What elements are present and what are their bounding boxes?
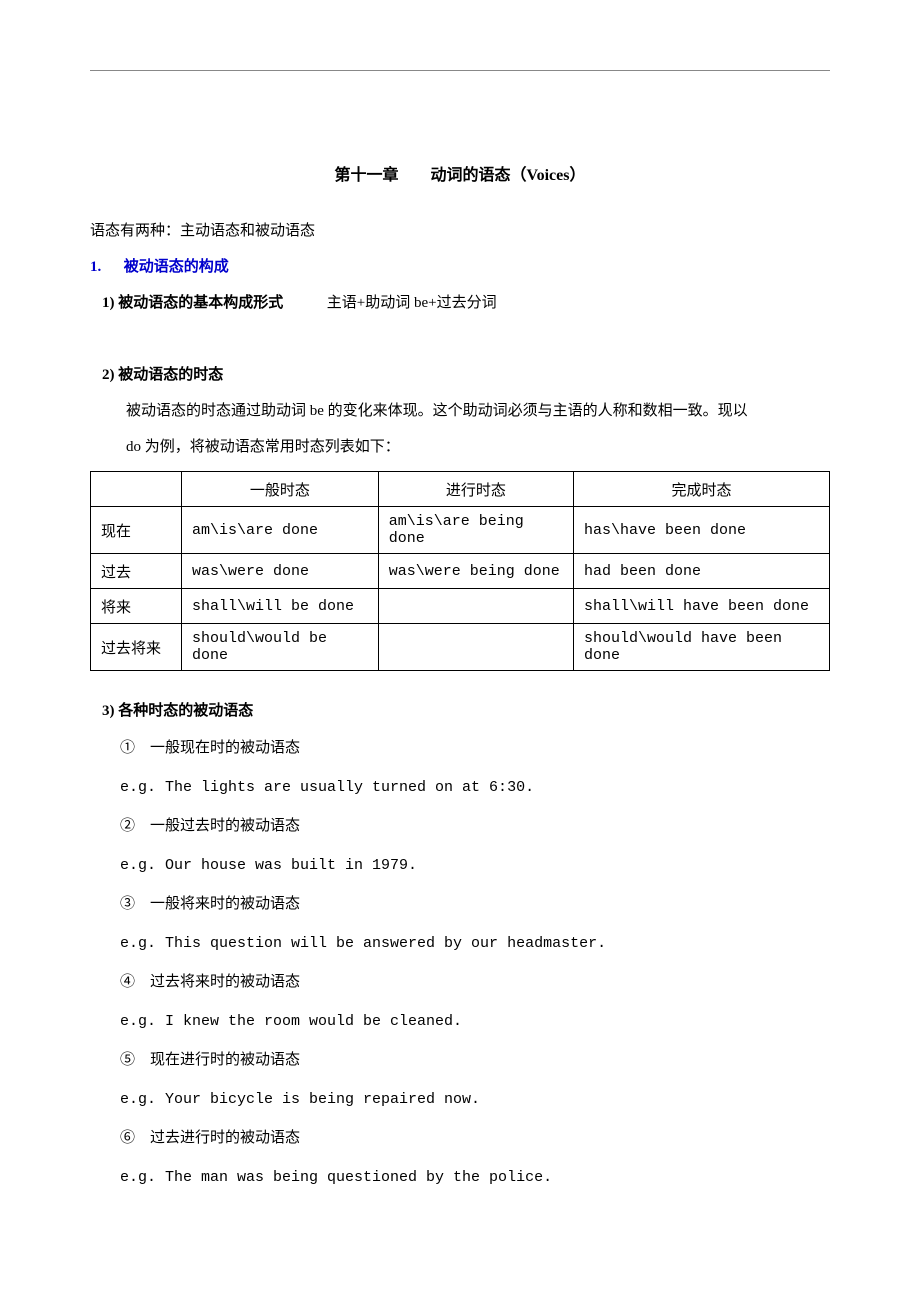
example-eg: e.g. I knew the room would be cleaned. (90, 1002, 830, 1041)
example-num: ⑥ (120, 1130, 135, 1146)
row-label: 将来 (91, 589, 182, 624)
row-label: 过去 (91, 554, 182, 589)
tense-table: 一般时态 进行时态 完成时态 现在 am\is\are done am\is\a… (90, 471, 830, 671)
example-num: ③ (120, 896, 135, 912)
table-header-row: 一般时态 进行时态 完成时态 (91, 472, 830, 507)
blank-line (90, 321, 830, 357)
table-header-cell: 完成时态 (573, 472, 829, 507)
example-title-text: 一般将来时的被动语态 (150, 896, 300, 912)
example-eg: e.g. Our house was built in 1979. (90, 846, 830, 885)
row-label: 过去将来 (91, 624, 182, 671)
sub-3-label: 3) 各种时态的被动语态 (102, 703, 253, 719)
sub-3-label-line: 3) 各种时态的被动语态 (90, 693, 830, 729)
table-cell: shall\will have been done (573, 589, 829, 624)
table-cell: shall\will be done (182, 589, 379, 624)
table-row: 现在 am\is\are done am\is\are being done h… (91, 507, 830, 554)
section-1-heading: 1. 被动语态的构成 (90, 249, 830, 285)
example-num: ④ (120, 974, 135, 990)
table-cell (378, 589, 573, 624)
example-title: ① 一般现在时的被动语态 (90, 729, 830, 768)
example-title: ③ 一般将来时的被动语态 (90, 885, 830, 924)
top-rule (90, 70, 830, 71)
table-cell: am\is\are done (182, 507, 379, 554)
table-header-cell: 进行时态 (378, 472, 573, 507)
table-cell (378, 624, 573, 671)
chapter-title: 第十一章 动词的语态（Voices） (90, 161, 830, 185)
table-cell: was\were being done (378, 554, 573, 589)
example-title: ② 一般过去时的被动语态 (90, 807, 830, 846)
example-eg: e.g. The man was being questioned by the… (90, 1158, 830, 1197)
example-title: ④ 过去将来时的被动语态 (90, 963, 830, 1002)
table-row: 过去将来 should\would be done should\would h… (91, 624, 830, 671)
table-cell: was\were done (182, 554, 379, 589)
table-header-cell (91, 472, 182, 507)
example-title-text: 现在进行时的被动语态 (150, 1052, 300, 1068)
example-title-text: 一般过去时的被动语态 (150, 818, 300, 834)
table-cell: should\would be done (182, 624, 379, 671)
sub-2-desc-2: do 为例，将被动语态常用时态列表如下： (90, 429, 830, 465)
section-1-title: 被动语态的构成 (124, 259, 229, 275)
sub-1-line: 1) 被动语态的基本构成形式 主语+助动词 be+过去分词 (90, 285, 830, 321)
table-header-cell: 一般时态 (182, 472, 379, 507)
table-row: 将来 shall\will be done shall\will have be… (91, 589, 830, 624)
section-1-num: 1. (90, 259, 101, 275)
example-num: ① (120, 740, 135, 756)
example-num: ⑤ (120, 1052, 135, 1068)
example-title-text: 过去将来时的被动语态 (150, 974, 300, 990)
sub-2-label: 2) 被动语态的时态 (102, 367, 223, 383)
document-page: 第十一章 动词的语态（Voices） 语态有两种：主动语态和被动语态 1. 被动… (0, 0, 920, 1257)
example-eg: e.g. The lights are usually turned on at… (90, 768, 830, 807)
table-cell: should\would have been done (573, 624, 829, 671)
row-label: 现在 (91, 507, 182, 554)
intro-text: 语态有两种：主动语态和被动语态 (90, 213, 830, 249)
examples-list: ① 一般现在时的被动语态 e.g. The lights are usually… (90, 729, 830, 1197)
example-eg: e.g. This question will be answered by o… (90, 924, 830, 963)
example-title-text: 一般现在时的被动语态 (150, 740, 300, 756)
example-title: ⑥ 过去进行时的被动语态 (90, 1119, 830, 1158)
table-cell: am\is\are being done (378, 507, 573, 554)
example-title: ⑤ 现在进行时的被动语态 (90, 1041, 830, 1080)
table-body: 现在 am\is\are done am\is\are being done h… (91, 507, 830, 671)
example-eg: e.g. Your bicycle is being repaired now. (90, 1080, 830, 1119)
sub-2-label-line: 2) 被动语态的时态 (90, 357, 830, 393)
example-num: ② (120, 818, 135, 834)
sub-2-desc-1: 被动语态的时态通过助动词 be 的变化来体现。这个助动词必须与主语的人称和数相一… (90, 393, 830, 429)
table-row: 过去 was\were done was\were being done had… (91, 554, 830, 589)
table-cell: has\have been done (573, 507, 829, 554)
sub-1-desc: 主语+助动词 be+过去分词 (327, 295, 497, 311)
table-cell: had been done (573, 554, 829, 589)
sub-1-label: 1) 被动语态的基本构成形式 (102, 295, 283, 311)
example-title-text: 过去进行时的被动语态 (150, 1130, 300, 1146)
